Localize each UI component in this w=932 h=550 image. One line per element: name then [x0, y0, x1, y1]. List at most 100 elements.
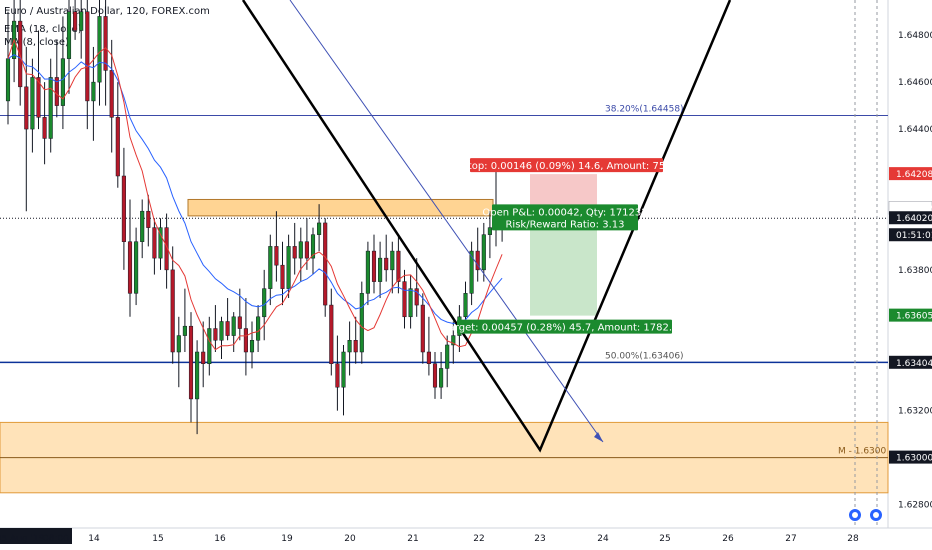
- candle-body: [48, 77, 53, 139]
- price-label-text: 01:51:01: [896, 231, 932, 241]
- y-tick-label: 1.64600: [898, 78, 932, 88]
- projected-pattern-line: [241, 0, 732, 453]
- ema-legend[interactable]: EMA (18, close): [4, 24, 82, 35]
- candle-body: [365, 250, 370, 294]
- candle-body: [487, 227, 492, 235]
- y-tick-label: 1.63800: [898, 266, 932, 276]
- candle-body: [207, 328, 212, 364]
- candle-body: [237, 316, 242, 329]
- candle-body: [451, 335, 456, 346]
- x-tick-label: 23: [534, 534, 545, 544]
- x-tick-label: 25: [659, 534, 670, 544]
- candle-body: [335, 363, 340, 388]
- candle-body: [213, 328, 218, 341]
- candle-body: [73, 11, 78, 31]
- price-label-text: 1.63404: [896, 359, 932, 369]
- price-label-bg: [889, 167, 932, 181]
- candle-body: [249, 340, 255, 353]
- candle-body: [127, 241, 133, 294]
- candle-body: [85, 11, 90, 102]
- open-pl-label-bg: [492, 204, 638, 231]
- candle-body: [353, 340, 358, 353]
- stop-label-bg: [470, 158, 663, 173]
- candle-body: [97, 16, 102, 83]
- candle-body: [66, 11, 72, 59]
- target-label-bg: [457, 319, 672, 334]
- candle-body: [91, 81, 96, 102]
- candle-body: [54, 77, 59, 106]
- candle-body: [152, 227, 157, 259]
- x-tick-label: 05 Aug '19: [0, 534, 45, 544]
- ma-legend[interactable]: MA (8, close): [4, 37, 69, 48]
- candle-body: [384, 257, 389, 271]
- candle-body: [463, 293, 468, 318]
- candle-body: [79, 11, 84, 31]
- price-label-text: 1.64208: [896, 170, 932, 180]
- target-label: Target: 0.00457 (0.28%) 45.7, Amount: 17…: [443, 319, 685, 334]
- candle-body: [432, 363, 438, 388]
- price-label-bg: [889, 450, 932, 464]
- ema-18-line: [7, 54, 503, 325]
- event-icon-dot-1: [873, 512, 879, 518]
- candle-body: [292, 246, 297, 259]
- candle-body: [402, 281, 407, 318]
- candle-body: [146, 210, 151, 228]
- candle-body: [280, 264, 285, 289]
- x-tick-label: 28: [847, 534, 859, 544]
- x-tick-label: 08:00: [43, 534, 69, 544]
- candle-body: [469, 250, 474, 294]
- candle-body: [298, 241, 303, 259]
- x-tick-label: 26: [722, 534, 734, 544]
- candle-body: [359, 293, 364, 353]
- candle-body: [481, 234, 486, 271]
- candle-body: [475, 250, 480, 271]
- candle-body: [140, 210, 145, 242]
- candle-body: [396, 250, 401, 282]
- candle-body: [60, 58, 65, 106]
- candle-body: [347, 340, 352, 353]
- candle-body: [5, 58, 11, 102]
- price-label-bg: [889, 211, 932, 225]
- candle-body: [115, 117, 120, 177]
- event-icon-dot-0: [852, 512, 858, 518]
- x-tick-label: 21: [407, 534, 418, 544]
- trend-arrow-head: [594, 432, 603, 442]
- candle-body: [408, 288, 413, 318]
- candle-body: [164, 227, 169, 271]
- fib-382-label: 38.20%(1.64458): [605, 104, 684, 114]
- x-tick-label: 24: [597, 534, 609, 544]
- x-tick-label: 14: [88, 534, 100, 544]
- candle-body: [24, 86, 29, 130]
- price-label-bg: [889, 308, 932, 322]
- price-label-text: 1.63605: [896, 312, 932, 322]
- candle-body: [225, 321, 230, 336]
- candle-body: [378, 257, 383, 282]
- stop-zone: [530, 174, 597, 209]
- open-pl-label-text-0: Open P&L: 0.00042, Qty: 171232: [482, 207, 647, 218]
- fib-50-label: 50.00%(1.63406): [605, 351, 684, 361]
- resistance-zone: [187, 198, 494, 217]
- candle-body: [18, 20, 23, 88]
- x-tick-label: 27: [785, 534, 796, 544]
- candle-body: [195, 351, 200, 400]
- chart-title: Euro / Australian Dollar, 120, FOREX.com: [4, 6, 210, 17]
- target-label-text-0: Target: 0.00457 (0.28%) 45.7, Amount: 17…: [443, 323, 685, 334]
- open-pl-label: Open P&L: 0.00042, Qty: 171232Risk/Rewar…: [482, 204, 648, 231]
- candle-body: [219, 321, 224, 341]
- candle-body: [182, 325, 187, 336]
- x-cursor-label-bg: [0, 528, 72, 544]
- candle-body: [243, 328, 248, 353]
- candle-body: [286, 246, 291, 289]
- candle-body: [262, 288, 267, 318]
- candle-body: [317, 222, 322, 235]
- price-label-bg: [889, 355, 932, 369]
- ma-8-line: [7, 38, 503, 351]
- candle-body: [371, 250, 377, 282]
- candle-body: [176, 335, 181, 353]
- candle-body: [426, 351, 431, 364]
- candle-body: [256, 316, 261, 341]
- y-tick-label: 1.64400: [898, 125, 932, 135]
- candle-body: [268, 246, 273, 289]
- trend-arrow-line: [289, 0, 604, 443]
